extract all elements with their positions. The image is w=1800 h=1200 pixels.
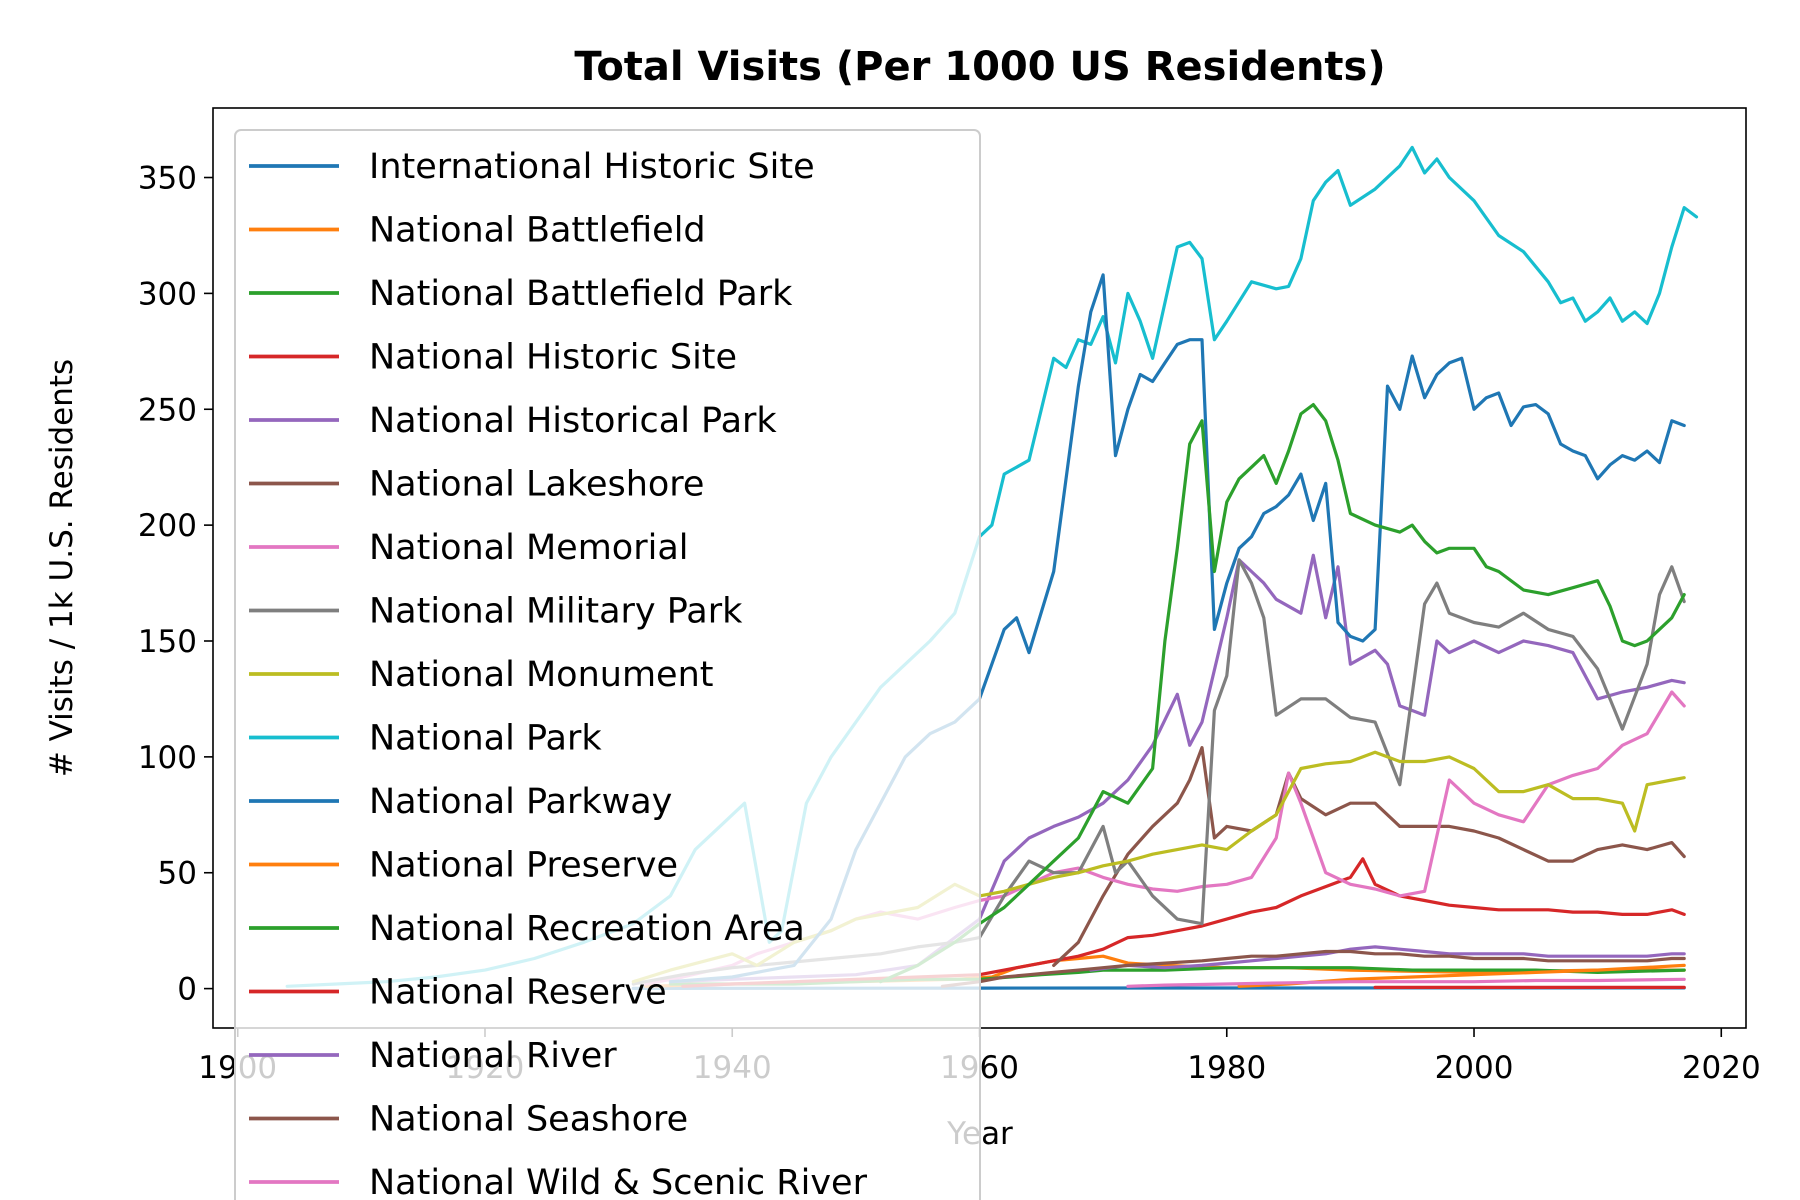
legend-label-5: National Lakeshore [369,465,704,505]
legend-label-2: National Battlefield Park [369,274,793,314]
legend-label-3: National Historic Site [369,338,737,378]
series-line-12 [879,403,1686,984]
y-tick-label-2: 100 [138,740,197,776]
legend-label-8: National Monument [369,655,713,695]
series-line-16 [1126,977,1686,988]
legend-label-15: National Seashore [369,1100,688,1140]
legend-box [234,129,981,1200]
legend-label-7: National Military Park [369,592,743,632]
legend-label-6: National Memorial [369,528,689,568]
legend-label-12: National Recreation Area [369,909,805,949]
legend-label-9: National Park [369,719,602,759]
legend-label-1: National Battlefield [369,211,706,251]
series-line-14 [1089,945,1686,972]
chart-title: Total Visits (Per 1000 US Residents) [574,44,1385,90]
y-tick-label-0: 0 [177,972,197,1008]
y-axis-label: # Visits / 1k U.S. Residents [44,359,80,777]
y-tick-label-7: 350 [138,161,197,197]
legend-label-16: National Wild & Scenic River [369,1163,868,1200]
x-tick-label-6: 2020 [1682,1050,1761,1086]
y-tick-label-4: 200 [138,508,197,544]
legend-label-10: National Parkway [369,782,672,822]
legend-label-14: National River [369,1036,617,1076]
x-tick-label-5: 2000 [1435,1050,1514,1086]
y-tick-label-5: 250 [138,392,197,428]
legend: International Historic Site National Batt… [234,129,981,1200]
legend-label-13: National Reserve [369,973,667,1013]
y-tick-label-1: 50 [158,856,197,892]
x-tick-label-4: 1980 [1187,1050,1266,1086]
series-line-15 [940,949,1686,988]
series-line-4 [668,553,1686,984]
y-axis-ticks: 0 50 100 150 200 250 300 350 [138,161,213,1008]
series-line-3 [681,857,1686,988]
legend-label-0: International Historic Site [369,147,815,187]
legend-label-4: National Historical Park [369,401,777,441]
y-tick-label-3: 150 [138,624,197,660]
series-line-10 [668,273,1686,984]
legend-label-11: National Preserve [369,846,678,886]
series-line-5 [1052,746,1686,967]
y-tick-label-6: 300 [138,276,197,312]
